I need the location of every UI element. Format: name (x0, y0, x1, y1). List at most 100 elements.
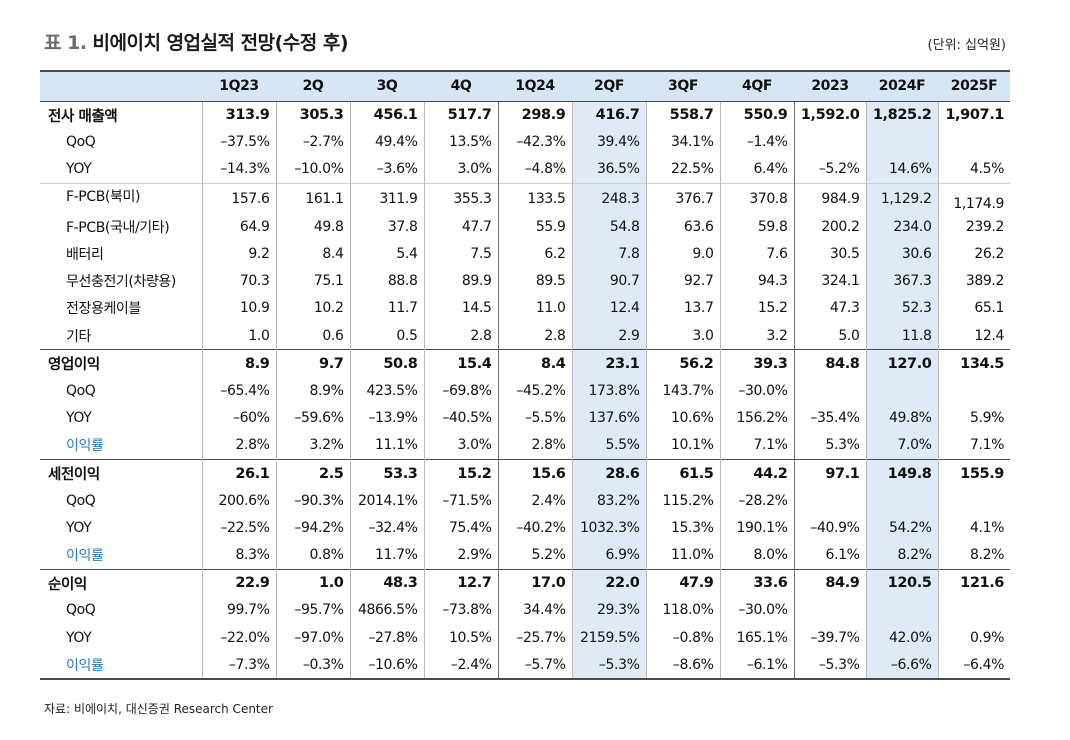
table-cell: 61.5 (645, 458, 720, 488)
table-cell: 149.8 (865, 458, 938, 488)
column-header: 4Q (424, 70, 498, 102)
column-header: 3QF (646, 70, 720, 102)
table-cell: 3.0% (423, 431, 498, 460)
row-label: 세전이익 (40, 458, 202, 488)
table-cell: 8.4 (275, 240, 350, 268)
table-cell: 47.9 (645, 568, 720, 597)
table-cell: 23.1 (571, 349, 646, 378)
table-cell: 558.7 (645, 101, 720, 129)
column-header: 1Q23 (202, 70, 276, 102)
table-cell: –10.0% (275, 155, 350, 184)
table-cell: –94.2% (275, 514, 350, 542)
table-cell: –22.0% (201, 624, 276, 652)
table-cell: 8.3% (201, 541, 276, 570)
row-label: 순이익 (40, 568, 202, 597)
table-cell: 42.0% (865, 624, 938, 652)
row-label: 영업이익 (40, 349, 202, 378)
table-cell: –0.8% (645, 624, 720, 652)
row-label: QoQ (66, 382, 96, 399)
column-header: 2QF (572, 70, 646, 102)
table-cell: 1.0 (201, 322, 276, 350)
table-cell: 10.5% (423, 624, 498, 652)
table-row: 기타 1.0 0.6 0.5 2.8 2.8 2.9 3.0 3.2 5.0 11.8 12.4 (40, 322, 1010, 350)
table-cell: 3.0 (645, 322, 720, 350)
table-cell: 0.5 (349, 322, 424, 350)
table-cell (865, 487, 938, 515)
table-cell: 4.1% (937, 514, 1010, 542)
table-cell: 89.5 (497, 267, 572, 295)
column-header: 2023 (794, 70, 866, 102)
table-row: 이익률 2.8% 3.2% 11.1% 3.0% 2.8% 5.5% 10.1% 7.1% 5.3… (40, 431, 1010, 460)
table-cell: –13.9% (349, 404, 424, 432)
table-cell: –69.8% (423, 377, 498, 405)
table-cell: 75.1 (275, 267, 350, 295)
table-cell: 54.2% (865, 514, 938, 542)
table-cell: 137.6% (571, 404, 646, 432)
row-label: 기타 (66, 328, 91, 345)
table-cell: 26.2 (937, 240, 1010, 268)
table-cell: 157.6 (201, 183, 276, 214)
table-cell: 26.1 (201, 458, 276, 488)
table-cell: 44.2 (719, 458, 794, 488)
table-row: QoQ 200.6% –90.3% 2014.1% –71.5% 2.4% 83.2% 115… (40, 487, 1010, 515)
table-cell: 5.9% (937, 404, 1010, 432)
table-cell: –59.6% (275, 404, 350, 432)
table-cell: 3.2% (275, 431, 350, 460)
table-cell: 11.7% (349, 541, 424, 570)
table-cell: 4866.5% (349, 596, 424, 625)
table-cell: 8.0% (719, 541, 794, 570)
table-cell: –14.3% (201, 155, 276, 184)
table-cell: –32.4% (349, 514, 424, 542)
table-cell: 550.9 (719, 101, 794, 129)
table-cell: 165.1% (719, 624, 794, 652)
table-cell: 2014.1% (349, 487, 424, 515)
table-cell (937, 377, 1010, 405)
table-cell: 34.4% (497, 596, 572, 625)
table-cell: 161.1 (275, 183, 350, 214)
table-cell: 5.0 (793, 322, 866, 350)
row-label: YOY (66, 519, 92, 536)
table-cell: –3.6% (349, 155, 424, 184)
table-cell: 7.1% (937, 431, 1010, 460)
table-cell: 89.9 (423, 267, 498, 295)
table-cell: 65.1 (937, 294, 1010, 322)
table-cell: –90.3% (275, 487, 350, 515)
table-cell: 248.3 (571, 183, 646, 214)
table-cell: 10.2 (275, 294, 350, 322)
column-header: 2024F (866, 70, 938, 102)
header-row: 1Q23 2Q 3Q 4Q 1Q24 2QF 3QF 4QF 2023 2024F 2025F (40, 70, 1010, 102)
table-cell: 5.5% (571, 431, 646, 460)
table-cell: 118.0% (645, 596, 720, 625)
table-cell: 370.8 (719, 183, 794, 214)
unit-note: (단위: 십억원) (927, 38, 1006, 53)
table-cell: 416.7 (571, 101, 646, 129)
table-cell: 298.9 (497, 101, 572, 129)
table-cell: 2.5 (275, 458, 350, 488)
table-cell: 1,592.0 (793, 101, 866, 129)
table-cell: 6.4% (719, 155, 794, 184)
table-cell: 11.1% (349, 431, 424, 460)
table-cell: 367.3 (865, 267, 938, 295)
table-cell: 30.5 (793, 240, 866, 268)
table-cell: –8.6% (645, 651, 720, 681)
table-cell: –0.3% (275, 651, 350, 681)
table-cell: 2159.5% (571, 624, 646, 652)
table-cell: 11.8 (865, 322, 938, 350)
table-cell: 33.6 (719, 568, 794, 597)
table-cell (937, 596, 1010, 625)
table-cell: 6.1% (793, 541, 866, 570)
table-cell: 13.7 (645, 294, 720, 322)
table-row: 순이익 22.9 1.0 48.3 12.7 17.0 22.0 47.9 33.6 84.9 12… (40, 568, 1010, 597)
table-cell: 423.5% (349, 377, 424, 405)
table-title: 표 1. 비에이치 영업실적 전망(수정 후) (44, 28, 349, 55)
column-header: 4QF (720, 70, 794, 102)
table-cell: 15.2 (719, 294, 794, 322)
table-cell: 133.5 (497, 183, 572, 214)
table-cell: 49.8% (865, 404, 938, 432)
table-cell: –5.3% (793, 651, 866, 681)
source-note: 자료: 비에이치, 대신증권 Research Center (44, 702, 273, 716)
table-cell: 49.4% (349, 128, 424, 156)
table-cell: –28.2% (719, 487, 794, 515)
table-cell: 234.0 (865, 213, 938, 241)
table-cell: 28.6 (571, 458, 646, 488)
